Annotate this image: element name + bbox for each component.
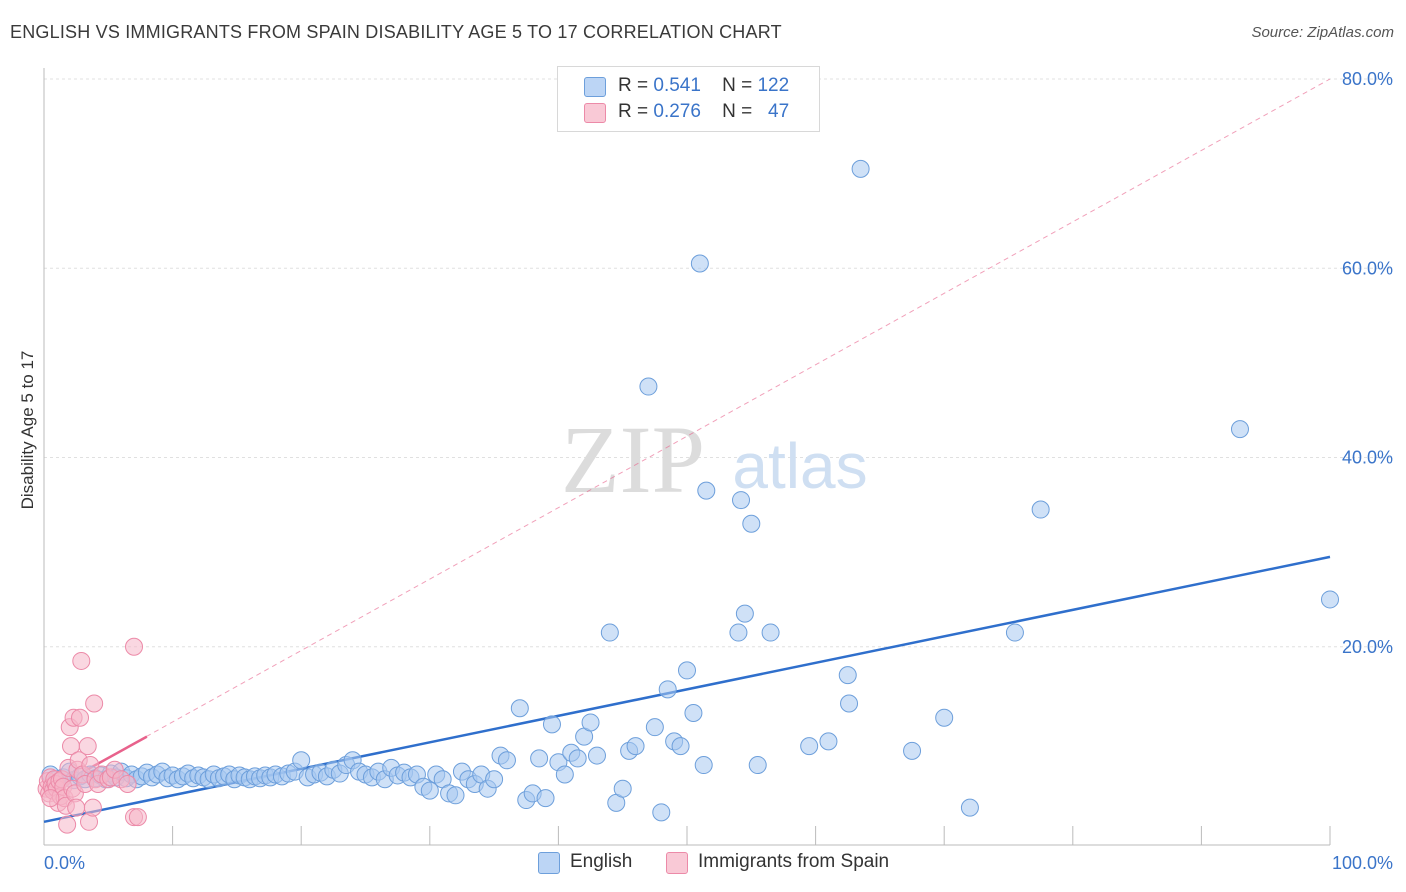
english-point [732, 491, 751, 510]
spain-point [83, 798, 102, 817]
r-value: 0.541 [653, 75, 701, 96]
english-point [292, 751, 311, 770]
gridlines [44, 78, 1392, 648]
english-point [690, 254, 709, 273]
english-point [838, 666, 857, 685]
axes [43, 68, 1331, 846]
english-points [41, 159, 1339, 822]
english-point [678, 661, 696, 680]
english-point [600, 623, 619, 642]
english-point [639, 377, 658, 396]
english-point [613, 779, 632, 798]
chart-title: ENGLISH VS IMMIGRANTS FROM SPAIN DISABIL… [10, 22, 782, 42]
english-point [1321, 590, 1339, 609]
english-point [555, 765, 574, 784]
spain-point [128, 808, 147, 827]
english-point [1230, 420, 1249, 439]
english-point [652, 803, 671, 822]
english-point [903, 741, 922, 760]
english-point [851, 159, 870, 178]
watermark-atlas: atlas [732, 430, 867, 502]
english-point [542, 715, 561, 734]
r-value: 0.276 [653, 101, 701, 122]
english-point [420, 781, 439, 800]
y-tick-label: 60.0% [1342, 258, 1393, 278]
spain-point [58, 815, 77, 834]
english-point [742, 514, 761, 533]
spain-trend-extension [43, 78, 1331, 794]
english-point [671, 737, 690, 756]
english-point [510, 699, 529, 718]
english-point [626, 737, 645, 756]
english-point [748, 756, 767, 775]
n-value: 122 [757, 75, 790, 96]
english-point [536, 789, 555, 808]
spain-point [125, 637, 144, 656]
tick-labels: 20.0% 40.0% 60.0% 80.0% 0.0% 100.0% [44, 69, 1393, 873]
x-tick-label: 0.0% [44, 853, 85, 873]
y-tick-label: 80.0% [1342, 69, 1393, 89]
watermark: ZIP atlas [561, 406, 868, 513]
english-point [684, 703, 703, 722]
english-point [587, 746, 606, 765]
spain-stats: R = 0.276 N = 47 [618, 101, 789, 123]
spain-point [67, 798, 86, 817]
series-legend: English Immigrants from Spain [0, 850, 1406, 880]
english-point [530, 749, 549, 768]
english-legend-swatch [538, 852, 560, 874]
legend-label-english: English [570, 851, 633, 872]
r-label: R = [618, 101, 649, 122]
english-point [761, 623, 780, 642]
english-point [694, 756, 713, 775]
spain-point [85, 694, 104, 713]
english-point [819, 732, 838, 751]
english-point [1031, 500, 1050, 519]
english-point [697, 481, 716, 500]
y-tick-label: 40.0% [1342, 448, 1393, 468]
spain-point [41, 789, 60, 808]
spain-points [37, 637, 147, 834]
english-point [645, 718, 664, 737]
english-point [658, 680, 677, 699]
watermark-zip: ZIP [561, 406, 705, 513]
english-point [497, 751, 516, 770]
spain-point [71, 708, 90, 727]
y-tick-label: 20.0% [1342, 637, 1393, 657]
source-label: Source: ZipAtlas.com [1251, 24, 1394, 41]
spain-legend-swatch [666, 852, 688, 874]
r-label: R = [618, 75, 649, 96]
english-point [935, 708, 954, 727]
english-point [800, 737, 819, 756]
english-point [735, 604, 754, 623]
english-point [485, 770, 504, 789]
english-point [840, 694, 859, 713]
english-point [581, 713, 600, 732]
stats-legend: R = 0.541 N = 122 R = 0.276 N = 47 [557, 66, 820, 132]
x-tick-label: 100.0% [1332, 853, 1393, 873]
legend-label-spain: Immigrants from Spain [698, 851, 890, 872]
n-label: N = [722, 101, 753, 122]
english-stats: R = 0.541 N = 122 [618, 75, 789, 97]
y-axis-label-wrap: Disability Age 5 to 17 [18, 300, 38, 560]
spain-swatch [584, 103, 606, 123]
english-point [568, 749, 587, 768]
n-value: 47 [768, 101, 790, 122]
english-point [729, 623, 748, 642]
n-label: N = [722, 75, 753, 96]
english-point [446, 786, 465, 805]
y-axis-label: Disability Age 5 to 17 [18, 350, 37, 510]
spain-point [78, 737, 97, 756]
spain-point [118, 774, 137, 793]
english-swatch [584, 77, 606, 97]
english-point [960, 798, 979, 817]
spain-point [72, 651, 91, 670]
english-point [1005, 623, 1024, 642]
